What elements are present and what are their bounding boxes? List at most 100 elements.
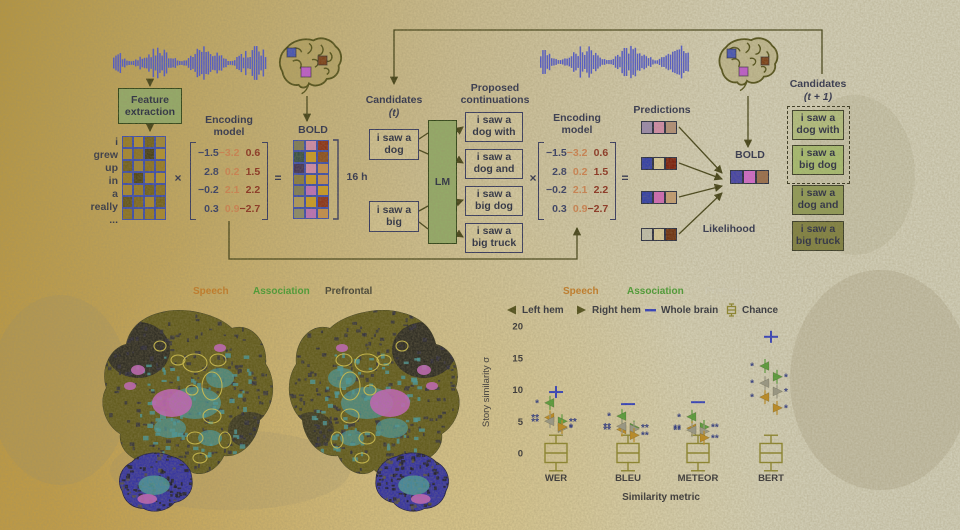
speckle xyxy=(233,374,236,379)
left-triangle-marker xyxy=(543,397,555,408)
speckle-teal xyxy=(193,446,199,451)
speckle xyxy=(432,482,435,486)
speckle xyxy=(350,366,353,371)
speckle-teal xyxy=(413,417,419,423)
speckle xyxy=(202,367,206,371)
waveform-bar xyxy=(658,58,661,65)
speckle xyxy=(393,425,397,429)
speckle-teal xyxy=(385,370,390,375)
left-triangle-marker xyxy=(685,423,697,434)
brain-illustration-1 xyxy=(278,37,343,95)
flatmap-base xyxy=(102,309,274,477)
watermark-blob xyxy=(110,430,350,510)
times-symbol: × xyxy=(174,171,182,185)
box xyxy=(759,442,783,464)
matrix-bracket-right xyxy=(262,142,268,220)
speckle xyxy=(377,482,382,486)
speckle xyxy=(390,320,395,324)
speckle xyxy=(332,466,335,469)
speckle-teal xyxy=(399,456,406,461)
speckle xyxy=(330,461,334,465)
speckle xyxy=(162,470,166,474)
waveform-bar xyxy=(553,58,555,66)
speckle xyxy=(171,463,175,466)
waveform-bar xyxy=(150,57,152,69)
speckle xyxy=(242,339,246,341)
right-triangle-marker xyxy=(557,422,569,432)
speckle xyxy=(270,361,274,364)
speckle xyxy=(426,489,430,492)
waveform-bar xyxy=(623,47,626,77)
speckle xyxy=(410,513,413,515)
waveform-bar xyxy=(652,59,654,65)
speckle xyxy=(126,478,130,481)
speckle xyxy=(190,478,193,480)
chart-marker-right: ** xyxy=(699,419,719,434)
speckle xyxy=(428,483,431,488)
speckle xyxy=(220,427,224,431)
speckle xyxy=(385,459,390,464)
speckle xyxy=(428,459,431,463)
waveform-bar xyxy=(209,54,212,72)
speckle xyxy=(124,463,127,467)
matrix-value: 0.9 xyxy=(572,202,588,215)
speckle xyxy=(265,373,268,377)
speckle xyxy=(426,510,430,512)
speckle-teal xyxy=(155,418,162,422)
waveform-bar xyxy=(163,49,166,77)
speckle xyxy=(456,361,460,365)
speckle-teal xyxy=(350,443,356,446)
speckle xyxy=(168,341,173,346)
speckle xyxy=(443,476,448,479)
waveform-bar xyxy=(198,50,201,76)
speckle xyxy=(433,486,437,491)
speckle-teal xyxy=(234,429,238,435)
speckle-teal xyxy=(243,407,247,412)
waveform-bar xyxy=(152,48,155,78)
speckle-teal xyxy=(185,432,188,438)
waveform-bar xyxy=(115,55,117,71)
speckle-teal xyxy=(403,361,409,365)
speckle xyxy=(184,508,186,512)
speckle xyxy=(425,463,430,466)
speckle xyxy=(301,360,305,364)
bold-cell xyxy=(743,170,756,184)
speckle xyxy=(126,475,131,479)
waveform-bar xyxy=(201,51,203,75)
speckle xyxy=(331,443,337,446)
speckle xyxy=(127,371,132,376)
speckle xyxy=(364,450,368,454)
speckle xyxy=(299,407,303,411)
speckle xyxy=(427,511,431,512)
waveform-bar xyxy=(639,53,641,71)
speckle xyxy=(137,504,143,509)
box xyxy=(544,442,568,464)
speckle xyxy=(408,327,414,331)
significance-stars: * xyxy=(607,412,611,423)
waveform-bar xyxy=(117,54,119,72)
matrix-value: −1.5 xyxy=(546,147,567,159)
roi-contour xyxy=(339,371,361,401)
speckle-teal xyxy=(356,359,359,365)
chart-marker-left: * xyxy=(750,390,770,405)
waveform-bar xyxy=(540,56,542,68)
speckle xyxy=(265,360,269,363)
speckle xyxy=(128,491,132,494)
speckle xyxy=(376,351,380,356)
speckle xyxy=(309,371,314,374)
speckle-teal xyxy=(310,379,316,385)
waveform-bar xyxy=(597,55,599,69)
matrix-value: 1.5 xyxy=(245,165,261,178)
grid-cell xyxy=(155,184,166,196)
speckle-teal xyxy=(165,445,171,450)
speckle xyxy=(157,407,161,411)
speckle xyxy=(250,382,255,384)
speckle xyxy=(105,382,107,386)
waveform-bar xyxy=(154,55,157,71)
speckle xyxy=(315,309,319,311)
speckle xyxy=(432,468,437,472)
speckle xyxy=(124,505,128,508)
speckle xyxy=(114,491,115,495)
speckle xyxy=(423,416,429,420)
speckle xyxy=(162,454,165,459)
